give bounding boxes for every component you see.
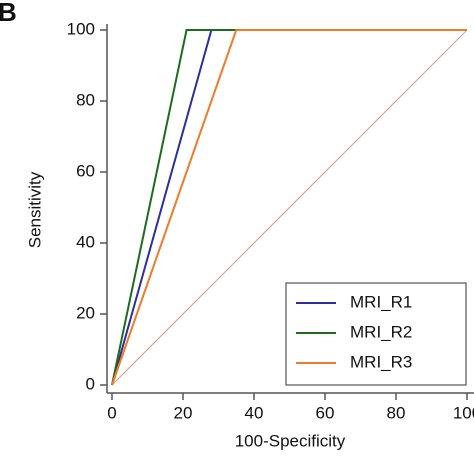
x-axis-label: 100-Specificity bbox=[235, 431, 346, 450]
y-tick-label: 60 bbox=[76, 161, 95, 180]
x-tick-label: 0 bbox=[107, 403, 116, 422]
y-tick-label: 40 bbox=[76, 232, 95, 251]
x-tick-label: 20 bbox=[174, 403, 193, 422]
legend-label: MRI_R1 bbox=[350, 292, 412, 311]
panel-label: B bbox=[0, 0, 17, 27]
x-tick-label: 40 bbox=[245, 403, 264, 422]
roc-line bbox=[111, 29, 467, 386]
legend-box bbox=[285, 282, 467, 386]
legend-label: MRI_R3 bbox=[350, 352, 412, 371]
x-tick-label: 80 bbox=[387, 403, 406, 422]
legend-label: MRI_R2 bbox=[350, 322, 412, 341]
y-tick-label: 100 bbox=[67, 19, 95, 38]
y-tick-label: 80 bbox=[76, 90, 95, 109]
y-axis-label: Sensitivity bbox=[25, 171, 44, 248]
reference-line bbox=[111, 29, 468, 386]
x-tick-label: 60 bbox=[316, 403, 335, 422]
x-tick-label: 100 bbox=[453, 403, 474, 422]
y-tick-label: 20 bbox=[76, 303, 95, 322]
y-tick-label: 0 bbox=[86, 374, 95, 393]
